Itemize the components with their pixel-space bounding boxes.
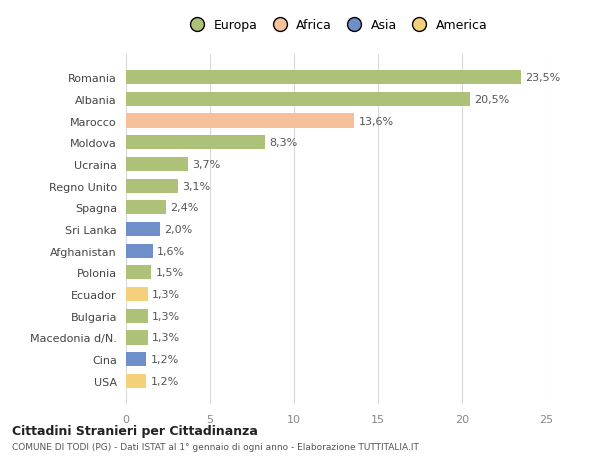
Text: 3,1%: 3,1% [182, 181, 211, 191]
Text: 1,3%: 1,3% [152, 311, 180, 321]
Bar [126, 93, 470, 106]
Bar [126, 266, 151, 280]
Text: 1,3%: 1,3% [152, 290, 180, 299]
Bar [126, 244, 153, 258]
Legend: Europa, Africa, Asia, America: Europa, Africa, Asia, America [185, 19, 487, 33]
Bar [126, 309, 148, 323]
Bar [126, 330, 148, 345]
Text: 13,6%: 13,6% [359, 116, 394, 126]
Bar [126, 201, 166, 215]
Text: 2,0%: 2,0% [164, 224, 192, 235]
Text: 1,2%: 1,2% [151, 376, 179, 386]
Text: Cittadini Stranieri per Cittadinanza: Cittadini Stranieri per Cittadinanza [12, 424, 258, 437]
Bar [126, 136, 265, 150]
Bar [126, 287, 148, 302]
Text: 23,5%: 23,5% [525, 73, 560, 83]
Text: 1,2%: 1,2% [151, 354, 179, 364]
Bar [126, 353, 146, 366]
Text: 1,3%: 1,3% [152, 333, 180, 343]
Text: 1,6%: 1,6% [157, 246, 185, 256]
Text: 2,4%: 2,4% [170, 203, 199, 213]
Bar [126, 157, 188, 172]
Bar [126, 223, 160, 236]
Text: 1,5%: 1,5% [155, 268, 184, 278]
Text: 20,5%: 20,5% [475, 95, 510, 105]
Bar [126, 114, 355, 129]
Bar [126, 179, 178, 193]
Bar [126, 71, 521, 85]
Text: 3,7%: 3,7% [193, 160, 221, 169]
Text: COMUNE DI TODI (PG) - Dati ISTAT al 1° gennaio di ogni anno - Elaborazione TUTTI: COMUNE DI TODI (PG) - Dati ISTAT al 1° g… [12, 442, 419, 451]
Text: 8,3%: 8,3% [269, 138, 298, 148]
Bar [126, 374, 146, 388]
